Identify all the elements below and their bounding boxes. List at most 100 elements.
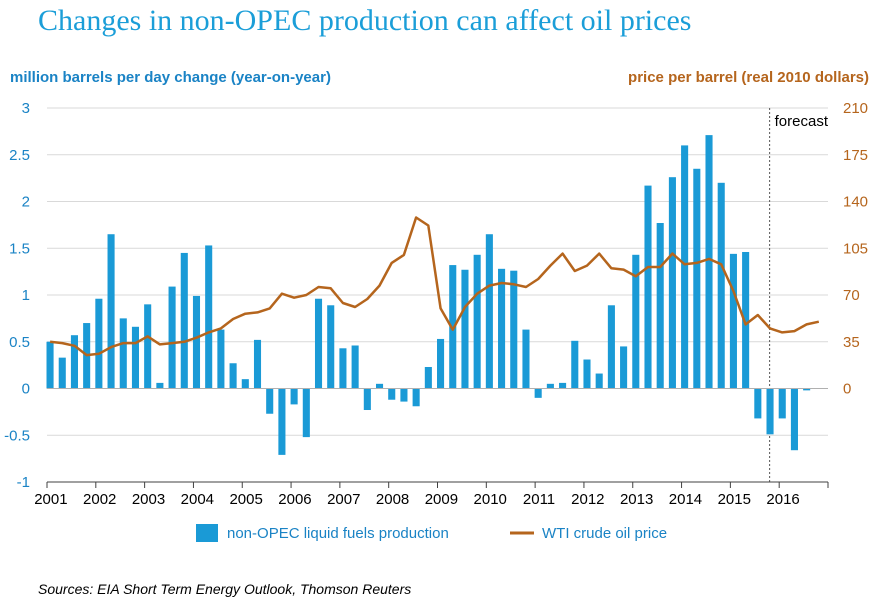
- bar: [559, 382, 567, 389]
- bar: [778, 388, 786, 419]
- x-tick-label: 2011: [523, 491, 555, 508]
- x-tick-label: 2001: [34, 491, 67, 508]
- bar-series: [46, 135, 823, 455]
- right-tick-label: 175: [843, 147, 868, 164]
- bar: [681, 145, 689, 389]
- bar: [437, 338, 445, 389]
- price-line: [49, 216, 820, 357]
- left-tick-label: 2: [22, 194, 30, 211]
- bar: [461, 269, 469, 389]
- bar: [290, 388, 298, 405]
- bar: [644, 185, 652, 389]
- bar: [253, 339, 262, 389]
- bar: [803, 388, 811, 391]
- bar: [131, 326, 140, 389]
- right-y-axis: 210 175 140 105 70 35 0: [843, 100, 868, 398]
- bar: [58, 357, 66, 389]
- line-series: [49, 216, 820, 357]
- bar: [510, 270, 518, 389]
- x-tick-label: 2008: [376, 491, 409, 508]
- bar: [656, 223, 664, 389]
- bar: [144, 304, 152, 389]
- bar: [388, 388, 396, 400]
- forecast-marker: forecast: [769, 108, 829, 482]
- x-tick-label: 2010: [474, 491, 507, 508]
- bar: [119, 318, 127, 389]
- x-tick-label: 2012: [571, 491, 604, 508]
- left-axis-label: million barrels per day change (year-on-…: [10, 69, 331, 86]
- right-tick-label: 0: [843, 381, 851, 398]
- bar: [302, 388, 310, 438]
- bar: [595, 373, 603, 389]
- left-tick-label: 0: [22, 381, 30, 398]
- legend-bar-swatch: [196, 524, 218, 542]
- left-tick-label: 2.5: [9, 147, 30, 164]
- x-tick-label: 2007: [327, 491, 360, 508]
- bar: [156, 382, 164, 389]
- bar: [607, 305, 615, 389]
- legend-bar-label: non-OPEC liquid fuels production: [227, 525, 449, 542]
- right-tick-label: 35: [843, 334, 860, 351]
- legend: non-OPEC liquid fuels production WTI cru…: [196, 524, 667, 542]
- bar: [46, 341, 54, 389]
- bar: [705, 135, 713, 389]
- left-tick-label: -0.5: [4, 427, 30, 444]
- bar: [546, 383, 554, 389]
- bar: [314, 298, 323, 389]
- bar: [351, 345, 359, 389]
- right-tick-label: 140: [843, 194, 868, 211]
- bar: [327, 305, 335, 389]
- bar: [363, 388, 371, 411]
- right-tick-label: 210: [843, 100, 868, 117]
- bar: [205, 245, 213, 389]
- bar: [742, 251, 750, 389]
- bar: [95, 298, 103, 389]
- bar: [620, 346, 628, 389]
- bar: [729, 253, 737, 389]
- bar: [498, 268, 506, 389]
- bar: [766, 388, 774, 435]
- bar: [583, 359, 591, 389]
- bar: [693, 168, 701, 389]
- bar: [412, 388, 420, 407]
- x-tick-label: 2006: [278, 491, 311, 508]
- bar: [632, 254, 640, 389]
- bar: [754, 388, 762, 419]
- left-tick-label: 1.5: [9, 240, 30, 257]
- bar: [107, 234, 115, 389]
- bar: [717, 182, 725, 389]
- bar: [192, 295, 201, 389]
- bar: [168, 286, 176, 389]
- left-tick-label: 1: [22, 287, 30, 304]
- bar: [70, 335, 78, 389]
- bar: [266, 388, 274, 414]
- bar: [522, 329, 530, 389]
- left-tick-label: 0.5: [9, 334, 30, 351]
- bar: [400, 388, 408, 402]
- legend-line-label: WTI crude oil price: [542, 525, 667, 542]
- left-tick-label: 3: [22, 100, 30, 117]
- bar: [229, 363, 237, 389]
- bar: [534, 388, 542, 398]
- x-tick-label: 2015: [718, 491, 751, 508]
- right-axis-label: price per barrel (real 2010 dollars): [628, 69, 869, 86]
- left-tick-label: -1: [17, 474, 30, 491]
- bar: [571, 340, 579, 389]
- x-tick-label: 2013: [620, 491, 653, 508]
- bar: [668, 177, 676, 389]
- x-tick-label: 2009: [425, 491, 458, 508]
- bar: [449, 265, 457, 389]
- x-tick-label: 2005: [229, 491, 262, 508]
- left-y-axis: 3 2.5 2 1.5 1 0.5 0 -0.5 -1: [4, 100, 30, 491]
- bar: [485, 234, 493, 389]
- sources-note: Sources: EIA Short Term Energy Outlook, …: [38, 581, 412, 597]
- forecast-label: forecast: [775, 113, 829, 130]
- bar: [339, 348, 347, 389]
- right-tick-label: 70: [843, 287, 860, 304]
- bar: [278, 388, 286, 455]
- bar: [180, 252, 188, 389]
- bar: [241, 379, 249, 389]
- bar: [790, 388, 798, 451]
- x-tick-label: 2002: [83, 491, 116, 508]
